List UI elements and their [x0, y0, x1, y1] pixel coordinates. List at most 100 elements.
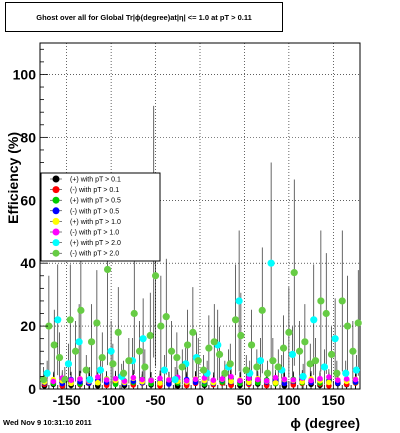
data-point — [215, 350, 224, 358]
data-point — [96, 366, 105, 374]
data-point — [306, 360, 314, 368]
data-point — [61, 375, 69, 384]
data-point — [228, 378, 234, 385]
data-point — [317, 297, 325, 305]
data-point — [301, 338, 309, 346]
data-point — [77, 306, 85, 314]
y-tick-label: 40 — [20, 255, 36, 271]
data-point — [87, 338, 96, 346]
data-point — [64, 360, 73, 368]
data-point — [253, 363, 261, 371]
data-point — [162, 313, 170, 321]
data-point — [231, 316, 240, 324]
data-point — [246, 379, 252, 386]
data-point — [135, 347, 144, 355]
data-point — [109, 360, 117, 368]
data-point — [349, 347, 357, 355]
legend-label: (-) with pT > 0.1 — [70, 187, 119, 194]
x-tick-labels: -150 -100 -50 0 50 100 150 — [53, 392, 346, 408]
data-point — [210, 338, 218, 346]
data-point — [279, 344, 288, 352]
legend-marker — [52, 249, 60, 257]
data-point — [258, 306, 266, 314]
data-point — [146, 331, 154, 340]
legend-label: (-) with pT > 2.0 — [70, 251, 119, 258]
data-point — [151, 272, 160, 280]
legend-label: (-) with pT > 1.0 — [70, 230, 119, 237]
data-point — [94, 379, 101, 386]
data-point — [199, 366, 208, 374]
legend-label: (-) with pT > 0.5 — [70, 208, 119, 215]
data-point — [139, 376, 146, 383]
data-point — [246, 375, 252, 382]
x-tick-label: 150 — [322, 392, 346, 408]
data-point — [334, 377, 341, 383]
data-point — [103, 377, 110, 383]
data-point — [343, 322, 352, 330]
data-point — [55, 353, 64, 362]
x-tick-label: 0 — [196, 392, 204, 408]
data-point — [210, 377, 217, 383]
axis-ticks — [39, 48, 361, 390]
data-point — [308, 377, 314, 384]
data-point — [242, 366, 250, 374]
data-point — [219, 376, 226, 382]
data-point — [274, 363, 282, 371]
x-axis-title: ϕ (degree) — [290, 415, 360, 431]
data-point — [221, 369, 229, 377]
data-point — [103, 265, 112, 274]
data-point — [98, 353, 106, 362]
legend-marker — [52, 186, 60, 194]
x-tick-label: -50 — [145, 392, 165, 408]
data-point — [166, 381, 172, 387]
x-tick-label: 50 — [237, 392, 253, 408]
data-point — [130, 309, 138, 318]
data-point — [311, 357, 320, 365]
data-point — [68, 377, 74, 383]
data-point — [327, 350, 336, 358]
data-point — [50, 378, 57, 385]
data-point — [285, 328, 293, 336]
data-point — [299, 372, 307, 381]
legend-marker — [52, 228, 60, 236]
data-point — [342, 369, 350, 377]
data-point — [272, 374, 279, 381]
data-point — [77, 376, 83, 382]
data-points — [39, 228, 362, 389]
data-point — [130, 374, 137, 381]
legend-label: (+) with pT > 2.0 — [70, 240, 121, 247]
data-point — [119, 369, 128, 377]
data-point — [75, 338, 83, 346]
data-point — [317, 375, 323, 382]
data-point — [352, 376, 359, 383]
y-tick-labels: 0 20 40 60 80 100 — [13, 66, 37, 397]
legend-marker — [52, 207, 60, 215]
data-point — [254, 376, 261, 383]
data-point — [148, 377, 154, 384]
data-point — [178, 363, 186, 371]
data-point — [192, 376, 199, 383]
data-point — [272, 379, 279, 386]
y-axis-title: Efficiency (%) — [5, 132, 21, 224]
data-point — [141, 363, 149, 371]
legend-box — [40, 172, 161, 262]
data-point — [263, 378, 270, 384]
data-point — [112, 375, 119, 382]
data-point — [86, 375, 94, 384]
data-point — [173, 353, 181, 362]
data-point — [290, 377, 297, 383]
data-point — [269, 357, 277, 365]
data-point — [322, 309, 330, 318]
data-point — [194, 357, 202, 365]
legend-label: (+) with pT > 0.1 — [70, 177, 121, 184]
data-point — [45, 322, 53, 330]
data-point — [66, 316, 74, 324]
data-point — [326, 374, 332, 380]
data-point — [226, 360, 234, 368]
data-point — [39, 375, 48, 384]
data-point — [157, 375, 163, 382]
legend: (+) with pT > 0.1 (-) with pT > 0.1 (+) wi… — [40, 172, 161, 262]
y-tick-label: 100 — [13, 66, 37, 82]
data-point — [288, 350, 297, 358]
